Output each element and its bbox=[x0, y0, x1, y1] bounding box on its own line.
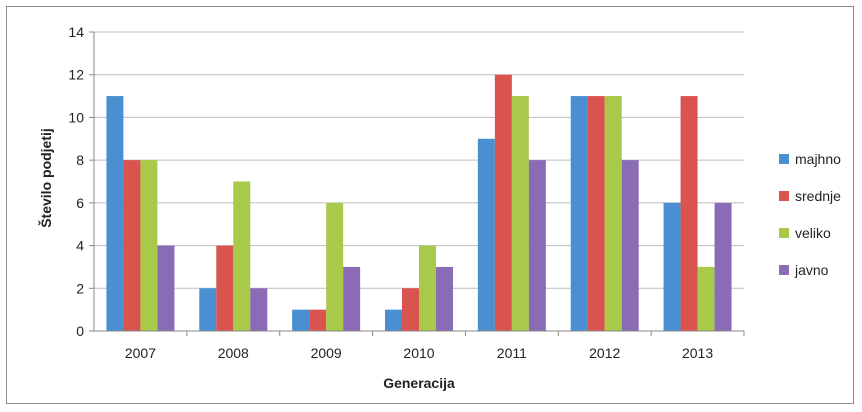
y-tick-label: 2 bbox=[76, 280, 84, 296]
y-tick-label: 6 bbox=[76, 195, 84, 211]
bar-javno-2007 bbox=[157, 245, 175, 331]
x-tick-label: 2008 bbox=[218, 345, 249, 361]
bar-srednje-2011 bbox=[494, 74, 512, 331]
legend: majhno srednje veliko javno bbox=[779, 151, 841, 278]
legend-swatch-srednje bbox=[779, 191, 789, 201]
bar-javno-2011 bbox=[528, 160, 546, 331]
y-tick-label: 10 bbox=[68, 109, 84, 125]
y-tick-label: 12 bbox=[68, 67, 84, 83]
bar-javno-2012 bbox=[621, 160, 639, 331]
bar-majhno-2012 bbox=[570, 96, 588, 331]
bar-majhno-2010 bbox=[385, 309, 402, 331]
x-tick-label: 2007 bbox=[125, 345, 156, 361]
bar-veliko-2012 bbox=[604, 96, 622, 331]
legend-swatch-javno bbox=[779, 265, 789, 275]
x-tick-label: 2010 bbox=[403, 345, 434, 361]
x-tick-label: 2013 bbox=[682, 345, 713, 361]
bar-majhno-2007 bbox=[106, 96, 124, 331]
bars-layer bbox=[106, 74, 732, 331]
bar-srednje-2010 bbox=[402, 288, 419, 331]
bar-majhno-2011 bbox=[477, 138, 495, 331]
bar-srednje-2013 bbox=[680, 96, 698, 331]
axes-layer: 0 2 4 6 8 10 12 14 2007 2008 2009 2010 2011 2012 2013 bbox=[68, 24, 745, 361]
bar-majhno-2008 bbox=[199, 288, 217, 331]
legend-label-javno: javno bbox=[794, 262, 829, 278]
bar-veliko-2010 bbox=[419, 245, 436, 331]
bar-majhno-2013 bbox=[663, 202, 681, 331]
legend-label-majhno: majhno bbox=[795, 151, 841, 167]
y-tick-label: 4 bbox=[76, 238, 84, 254]
bar-veliko-2011 bbox=[511, 96, 529, 331]
bar-veliko-2008 bbox=[233, 181, 251, 331]
bar-majhno-2009 bbox=[292, 309, 310, 331]
x-tick-label: 2009 bbox=[311, 345, 342, 361]
chart-frame: 0 2 4 6 8 10 12 14 2007 2008 2009 2010 2011 2012 2013 … bbox=[6, 6, 854, 404]
bar-veliko-2007 bbox=[140, 160, 158, 331]
bar-veliko-2009 bbox=[326, 202, 344, 331]
y-tick-label: 8 bbox=[76, 152, 84, 168]
grid-layer bbox=[94, 31, 744, 289]
y-tick-label: 14 bbox=[68, 24, 84, 40]
y-tick-label: 0 bbox=[76, 323, 84, 339]
bar-javno-2009 bbox=[343, 266, 361, 331]
bar-srednje-2008 bbox=[216, 245, 234, 331]
bar-veliko-2013 bbox=[697, 266, 715, 331]
legend-label-veliko: veliko bbox=[795, 225, 831, 241]
bar-srednje-2012 bbox=[587, 96, 605, 331]
legend-label-srednje: srednje bbox=[795, 188, 841, 204]
bar-srednje-2009 bbox=[309, 309, 327, 331]
bar-javno-2008 bbox=[250, 288, 268, 331]
y-axis-title: Število podjetij bbox=[37, 128, 54, 228]
x-tick-label: 2012 bbox=[589, 345, 620, 361]
bar-srednje-2007 bbox=[123, 160, 141, 331]
bar-javno-2010 bbox=[436, 266, 453, 331]
x-tick-label: 2011 bbox=[497, 345, 527, 361]
x-axis-title: Generacija bbox=[383, 375, 455, 391]
legend-swatch-veliko bbox=[779, 228, 789, 238]
bar-javno-2013 bbox=[714, 202, 732, 331]
legend-swatch-majhno bbox=[779, 154, 789, 164]
